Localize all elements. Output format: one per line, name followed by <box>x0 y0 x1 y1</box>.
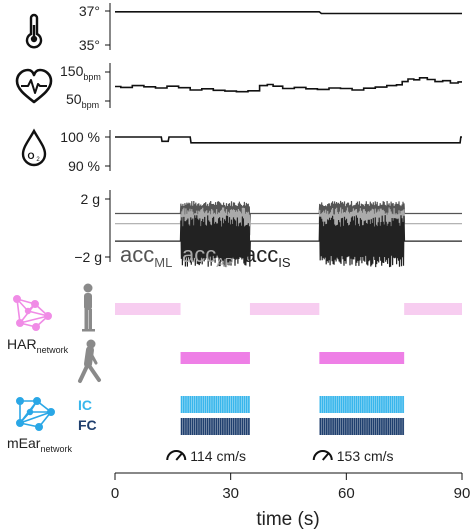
har-bar-walking <box>180 352 250 364</box>
ytick-label: 37° <box>79 3 100 19</box>
heart-rate-line <box>115 77 462 93</box>
mear-timeline <box>180 396 405 435</box>
ytick-label: −2 g <box>74 249 102 265</box>
acceleration-traces <box>115 200 462 268</box>
speedometer-needle <box>321 452 330 461</box>
standing-person-icon <box>82 283 95 332</box>
speedometer-needle <box>175 452 184 461</box>
speed-annotation: 114 cm/s <box>166 448 246 464</box>
ytick-label: 2 g <box>81 191 100 207</box>
thermometer-icon <box>25 13 43 49</box>
har-bar-standing <box>249 303 320 315</box>
speedometer-icon <box>166 450 187 461</box>
mear-band-ic <box>319 396 405 413</box>
mear-band-fc <box>180 418 250 435</box>
mear-network-icon <box>15 397 56 432</box>
spo2-ticks: 100 % 90 % <box>60 129 100 174</box>
ytick-label: 35° <box>79 37 100 53</box>
har-timeline <box>115 303 462 364</box>
acc-series-is <box>115 215 462 268</box>
spo2-trace <box>115 136 462 144</box>
axis-frames <box>105 3 111 262</box>
acc-ticks: 2 g −2 g <box>74 191 102 265</box>
ytick-label: 90 % <box>68 158 100 174</box>
x-axis-label: time (s) <box>256 509 319 530</box>
ytick-label: 50bpm <box>66 91 99 110</box>
speed-label: 114 cm/s <box>190 448 246 464</box>
xtick-label: 0 <box>111 485 119 502</box>
heart-rate-ticks: 150bpm 50bpm <box>60 63 101 110</box>
acc-legend: accML accAP accIS <box>120 242 291 270</box>
oxygen-drop-icon: O 2 <box>21 128 47 167</box>
svg-text:2: 2 <box>36 157 40 163</box>
svg-text:O: O <box>27 151 34 161</box>
xtick-label: 90 <box>454 485 471 502</box>
legend-acc-ml: accML <box>120 242 172 270</box>
heart-rate-trace <box>115 77 462 93</box>
xtick-label: 60 <box>338 485 355 502</box>
acc-series-ml <box>115 200 462 227</box>
fc-label: FC <box>78 417 97 433</box>
walking-person-icon <box>78 339 101 383</box>
temperature-line <box>115 11 462 15</box>
speed-annotations: 114 cm/s 153 cm/s <box>166 448 394 464</box>
ytick-label: 100 % <box>60 129 100 145</box>
har-network-icon <box>12 294 53 332</box>
speed-label: 153 cm/s <box>337 448 394 464</box>
har-bar-standing <box>115 303 181 315</box>
har-network-label: HARnetwork <box>7 336 69 355</box>
x-axis: 0 30 60 90 time (s) <box>111 472 471 530</box>
ytick-label: 150bpm <box>60 63 101 82</box>
heart-pulse-icon <box>15 68 53 104</box>
speedometer-icon <box>312 450 333 461</box>
legend-acc-ap: accAP <box>182 242 234 270</box>
acc-series-ap <box>115 207 462 240</box>
temperature-ticks: 37° 35° <box>79 3 100 53</box>
har-bar-walking <box>319 352 405 364</box>
speed-annotation: 153 cm/s <box>312 448 394 464</box>
mear-band-fc <box>319 418 405 435</box>
xtick-label: 30 <box>222 485 239 502</box>
spo2-line <box>115 136 462 144</box>
mear-network-label: mEarnetwork <box>7 435 72 454</box>
mear-band-ic <box>180 396 250 413</box>
ic-label: IC <box>78 397 92 413</box>
temperature-trace <box>115 11 462 15</box>
legend-acc-is: accIS <box>244 242 291 270</box>
har-bar-standing <box>404 303 462 315</box>
